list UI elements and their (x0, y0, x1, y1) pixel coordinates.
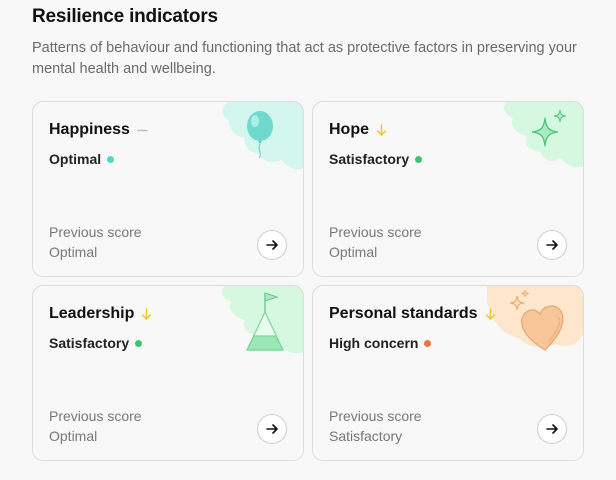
previous-score-value: Satisfactory (329, 428, 403, 444)
previous-score-label: Previous score (49, 224, 142, 240)
heart-icon (487, 286, 583, 351)
indicator-name: Hope (329, 121, 387, 139)
mountain-flag-icon (221, 286, 303, 354)
arrow-down-icon (141, 308, 152, 320)
status-text: High concern (329, 335, 432, 351)
arrow-right-icon (546, 424, 558, 434)
status-dot (135, 339, 143, 347)
arrow-right-icon (266, 240, 278, 250)
indicator-card-leadership[interactable]: Leadership Satisfactory Previous score O… (32, 285, 304, 461)
status-text: Optimal (49, 151, 115, 167)
previous-score-value: Optimal (329, 244, 378, 260)
dash-icon (137, 125, 148, 136)
indicator-card-happiness[interactable]: Happiness Optimal Previous score Optimal (32, 101, 304, 277)
status-dot (424, 339, 432, 347)
status-text: Satisfactory (49, 335, 143, 351)
status-dot (107, 155, 115, 163)
previous-score-value: Optimal (49, 244, 98, 260)
arrow-right-icon (266, 424, 278, 434)
open-leadership-button[interactable] (257, 414, 287, 444)
indicator-card-personal-standards[interactable]: Personal standards High concern Previous… (312, 285, 584, 461)
previous-score-label: Previous score (49, 408, 142, 424)
section-description: Patterns of behaviour and functioning th… (32, 40, 577, 77)
previous-score-label: Previous score (329, 408, 422, 424)
arrow-right-icon (546, 240, 558, 250)
arrow-down-icon (376, 124, 387, 136)
status-dot (415, 155, 423, 163)
indicator-name: Happiness (49, 121, 148, 139)
status-text: Satisfactory (329, 151, 423, 167)
balloon-icon (222, 102, 303, 170)
indicator-name: Leadership (49, 305, 152, 323)
sparkle-icon (503, 102, 583, 168)
open-hope-button[interactable] (537, 230, 567, 260)
indicator-name: Personal standards (329, 305, 496, 323)
open-happiness-button[interactable] (257, 230, 287, 260)
indicator-card-hope[interactable]: Hope Satisfactory Previous score Optimal (312, 101, 584, 277)
previous-score-label: Previous score (329, 224, 422, 240)
arrow-down-icon (485, 308, 496, 320)
previous-score-value: Optimal (49, 428, 98, 444)
section-title: Resilience indicators (32, 6, 218, 27)
open-personal-standards-button[interactable] (537, 414, 567, 444)
